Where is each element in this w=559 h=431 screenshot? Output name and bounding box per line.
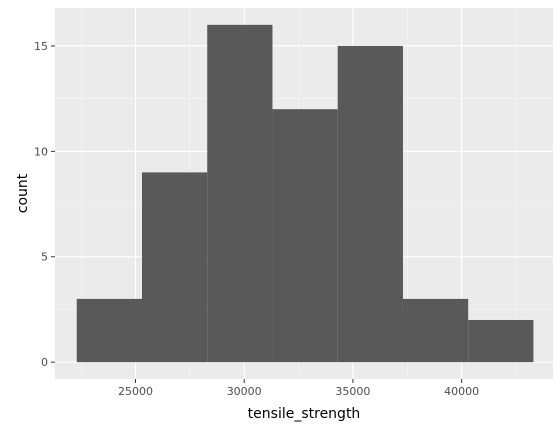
x-axis: 25000 30000 35000 40000	[118, 379, 479, 398]
histogram-bar	[272, 109, 338, 363]
x-tick-label: 30000	[227, 385, 262, 398]
y-tick-label: 5	[41, 251, 48, 264]
histogram-bar	[402, 298, 469, 363]
histogram-bar	[76, 298, 142, 363]
histogram-bar	[337, 45, 403, 363]
histogram-bar	[141, 172, 208, 363]
x-tick-label: 35000	[335, 385, 370, 398]
y-tick-label: 0	[41, 356, 48, 369]
x-tick-label: 40000	[444, 385, 479, 398]
y-axis-title: count	[15, 173, 31, 213]
y-tick-label: 10	[34, 145, 48, 158]
x-tick-label: 25000	[118, 385, 153, 398]
histogram-bar	[207, 24, 273, 363]
y-tick-label: 15	[34, 40, 48, 53]
histogram-bar	[468, 319, 534, 363]
y-axis: 0 5 10 15	[34, 40, 55, 369]
x-axis-title: tensile_strength	[248, 406, 361, 422]
histogram-bars	[76, 24, 534, 363]
